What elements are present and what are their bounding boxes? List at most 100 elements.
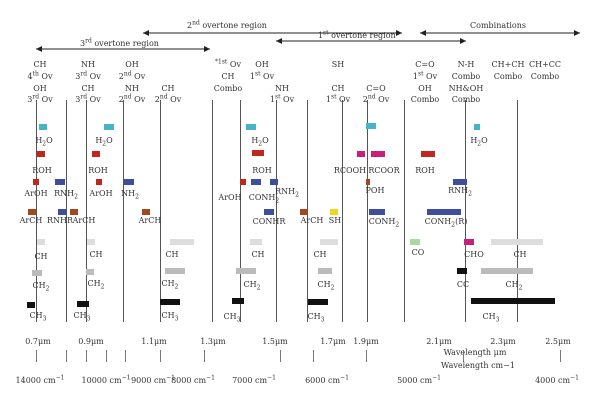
column-header: CH xyxy=(331,84,345,93)
rnh2-label: RNH2 xyxy=(448,186,472,198)
grid-line xyxy=(404,100,405,322)
axis-tick xyxy=(66,350,67,362)
ch2-label: CH2 xyxy=(87,279,105,291)
poh-label: POH xyxy=(365,186,385,195)
wavelength-tick-label: 1.3μm xyxy=(200,337,226,346)
ch3-band xyxy=(160,299,180,305)
column-header: CH xyxy=(33,60,47,69)
axis-tick xyxy=(86,350,87,362)
roh-label: ROH xyxy=(32,166,52,175)
ch3-band xyxy=(232,298,244,304)
wavenumber-tick-label: 10000 cm−1 xyxy=(81,374,131,385)
ch2-band xyxy=(165,268,185,274)
nh2-label: NH2 xyxy=(121,189,139,201)
column-header: N-H xyxy=(457,60,475,69)
column-header: CH+CH xyxy=(491,60,525,69)
arch-label: ArCH xyxy=(300,216,324,225)
column-header: 1st Ov xyxy=(325,93,351,104)
conhr-band xyxy=(264,209,274,215)
wavelength-tick-label: 0.9μm xyxy=(78,337,104,346)
column-header: Combo xyxy=(451,72,481,81)
cho-band xyxy=(464,239,474,245)
ch-label: CH xyxy=(34,252,48,261)
axis-tick xyxy=(463,350,464,362)
wavenumber-tick-label: 8000 cm−1 xyxy=(171,374,215,385)
column-header: CH xyxy=(221,72,235,81)
conh2r-band xyxy=(427,209,461,215)
wavenumber-tick-label: 7000 cm−1 xyxy=(232,374,276,385)
axis-tick xyxy=(160,350,161,362)
aroh-band xyxy=(96,179,102,185)
aroh-band xyxy=(33,179,39,185)
column-header: Combo xyxy=(493,72,523,81)
column-header: C=O xyxy=(366,84,386,93)
roh-label: ROH xyxy=(415,166,435,175)
ch3-label: CH3 xyxy=(307,312,325,324)
ch-band xyxy=(170,239,194,245)
axis-tick xyxy=(366,350,367,362)
wavelength-tick-label: 2.3μm xyxy=(490,337,516,346)
wavelength-tick-label: 1.1μm xyxy=(141,337,167,346)
h2o-band xyxy=(246,124,256,130)
cc-band xyxy=(457,268,467,274)
grid-line xyxy=(367,100,368,322)
ch2-label: CH2 xyxy=(317,280,335,292)
wavelength-tick-label: 2.1μm xyxy=(426,337,452,346)
roh-band xyxy=(37,151,45,157)
column-header: Combo xyxy=(410,95,440,104)
ch-band xyxy=(87,239,95,245)
column-header: 1st Ov xyxy=(269,93,295,104)
axis-tick xyxy=(313,350,314,362)
arch-band xyxy=(70,209,78,215)
sh-band xyxy=(330,209,338,215)
third-overtone-arrow xyxy=(36,46,210,52)
region-label-first: 1st overtone region xyxy=(318,29,396,40)
h2o-label: H2O xyxy=(35,136,53,148)
rcooh-label: RCOOH xyxy=(333,166,367,175)
ch2-label: CH2 xyxy=(505,280,523,292)
ch3-band xyxy=(471,298,555,304)
axis-tick xyxy=(204,350,205,362)
grid-line xyxy=(123,100,124,322)
cho-label: CHO xyxy=(464,250,484,259)
h2o-label: H2O xyxy=(251,136,269,148)
rnh2-label: RNH2 xyxy=(275,187,299,199)
aroh-band xyxy=(240,179,246,185)
axis-tick xyxy=(36,350,37,362)
grid-line xyxy=(465,100,466,322)
ch-label: CH xyxy=(513,250,527,259)
ch-band xyxy=(491,239,543,245)
aroh-label: ArOH xyxy=(89,189,113,198)
rnhr-label: RNHR xyxy=(46,216,74,225)
grid-line xyxy=(86,100,87,322)
ch-band xyxy=(250,239,262,245)
column-header: 1st Ov xyxy=(412,70,438,81)
wavenumber-axis-title: Wavelength cm−1 xyxy=(441,361,515,370)
column-header: 2nd Ov xyxy=(118,70,146,81)
column-header: *1st Ov xyxy=(215,58,241,69)
h2o-band xyxy=(39,124,47,130)
grid-line xyxy=(36,100,37,322)
arch-label: ArCH xyxy=(72,216,96,225)
axis-tick xyxy=(280,350,281,362)
h2o-band xyxy=(474,124,480,130)
wavenumber-tick-label: 5000 cm−1 xyxy=(397,374,441,385)
rcoor-band xyxy=(371,151,385,157)
column-header: NH xyxy=(275,84,289,93)
grid-line xyxy=(212,100,213,322)
column-header: C=O xyxy=(415,60,435,69)
poh-band xyxy=(366,179,370,185)
arch-band xyxy=(28,209,36,215)
column-header: OH xyxy=(125,60,139,69)
rnh2-band xyxy=(55,179,65,185)
conhr-label: CONHR xyxy=(252,217,286,226)
ch3-label: CH3 xyxy=(29,311,47,323)
ch2-label: CH2 xyxy=(243,280,261,292)
column-header: SH xyxy=(331,60,345,69)
column-header: CH xyxy=(161,84,175,93)
ch-label: CH xyxy=(313,250,327,259)
ch3-band xyxy=(308,299,328,305)
column-header: CH+CC xyxy=(528,60,562,69)
grid-line xyxy=(66,100,67,322)
